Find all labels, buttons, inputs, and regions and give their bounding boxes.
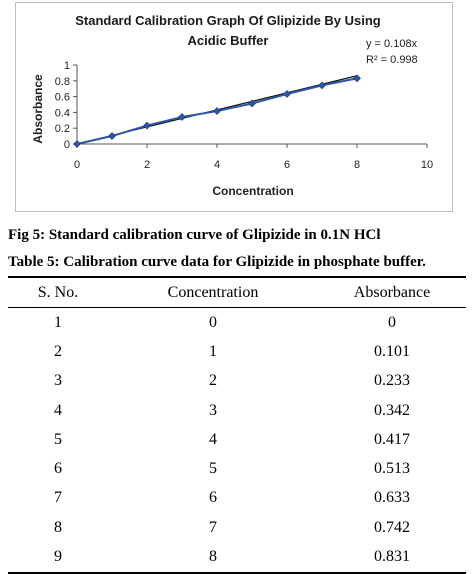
y-tick-label: 0.2: [55, 123, 70, 135]
header-absorbance: Absorbance: [318, 276, 466, 308]
table-row: 3 2 0.233: [8, 367, 466, 396]
cell-concentration: 3: [209, 401, 217, 419]
cell-s-no: 3: [54, 372, 62, 390]
cell-s-no: 5: [54, 430, 62, 448]
data-point: [73, 140, 81, 148]
x-tick-label: 4: [214, 159, 220, 171]
cell-absorbance: 0.342: [374, 401, 410, 419]
cell-absorbance: 0.513: [374, 460, 410, 478]
cell-concentration: 1: [209, 342, 217, 360]
x-axis-label: Concentration: [212, 184, 293, 198]
table-row: 6 5 0.513: [8, 454, 466, 483]
table-header-row: S. No. Concentration Absorbance: [8, 276, 466, 308]
header-concentration: Concentration: [108, 276, 318, 308]
cell-absorbance: 0.101: [374, 342, 410, 360]
cell-s-no: 4: [54, 401, 62, 419]
cell-concentration: 8: [108, 542, 318, 574]
cell-s-no: 1: [54, 313, 62, 331]
cell-absorbance: 0.633: [374, 489, 410, 507]
table-row: 2 1 0.101: [8, 337, 466, 366]
table-row: 8 7 0.742: [8, 513, 466, 542]
data-point: [318, 81, 326, 90]
cell-s-no: 8: [54, 518, 62, 536]
cell-concentration: 7: [209, 518, 217, 536]
data-point: [353, 74, 361, 83]
table-row: 5 4 0.417: [8, 425, 466, 454]
y-tick-label: 0.8: [55, 76, 70, 88]
cell-concentration: 2: [209, 372, 217, 390]
cell-concentration: 4: [209, 430, 217, 448]
cell-s-no: 7: [54, 489, 62, 507]
table-row: 4 3 0.342: [8, 396, 466, 425]
chart-title-line-1: Standard Calibration Graph Of Glipizide …: [75, 13, 381, 28]
data-point: [178, 113, 186, 121]
chart-title-line-2: Acidic Buffer: [188, 33, 269, 48]
table-row: 9 8 0.831: [8, 542, 466, 574]
x-tick-label: 6: [284, 159, 290, 171]
y-tick-label: 1: [64, 60, 70, 72]
data-point: [108, 132, 116, 140]
data-point: [213, 107, 221, 115]
table-caption: Table 5: Calibration curve data for Glip…: [8, 254, 426, 270]
cell-s-no: 2: [54, 342, 62, 360]
y-tick-label: 0.4: [55, 107, 70, 119]
cell-absorbance: 0.831: [318, 542, 466, 574]
x-tick-label: 2: [144, 159, 150, 171]
x-tick-label: 10: [421, 159, 433, 171]
cell-concentration: 6: [209, 489, 217, 507]
cell-concentration: 5: [209, 460, 217, 478]
data-point: [143, 121, 151, 130]
data-point: [248, 99, 256, 108]
calibration-chart: Standard Calibration Graph Of Glipizide …: [31, 13, 433, 198]
calibration-table: S. No. Concentration Absorbance 1 0 0 2 …: [8, 276, 466, 574]
cell-absorbance: 0.742: [374, 518, 410, 536]
cell-absorbance: 0.417: [374, 430, 410, 448]
y-tick-label: 0: [64, 139, 70, 151]
y-axis-label: Absorbance: [31, 74, 45, 144]
cell-s-no: 9: [8, 542, 108, 574]
data-point: [283, 90, 291, 98]
cell-absorbance: 0: [388, 313, 396, 331]
x-tick-label: 8: [354, 159, 360, 171]
y-tick-label: 0.6: [55, 92, 70, 104]
cell-concentration: 0: [209, 313, 217, 331]
chart-panel: Standard Calibration Graph Of Glipizide …: [15, 2, 453, 212]
table-row: 1 0 0: [8, 308, 466, 338]
x-tick-label: 0: [74, 159, 80, 171]
trendline-r-squared: R² = 0.998: [366, 54, 418, 66]
cell-s-no: 6: [54, 460, 62, 478]
trendline-equation: y = 0.108x: [366, 38, 418, 50]
figure-caption: Fig 5: Standard calibration curve of Gli…: [8, 227, 381, 243]
cell-absorbance: 0.233: [374, 372, 410, 390]
header-s-no: S. No.: [8, 276, 108, 308]
table-row: 7 6 0.633: [8, 484, 466, 513]
